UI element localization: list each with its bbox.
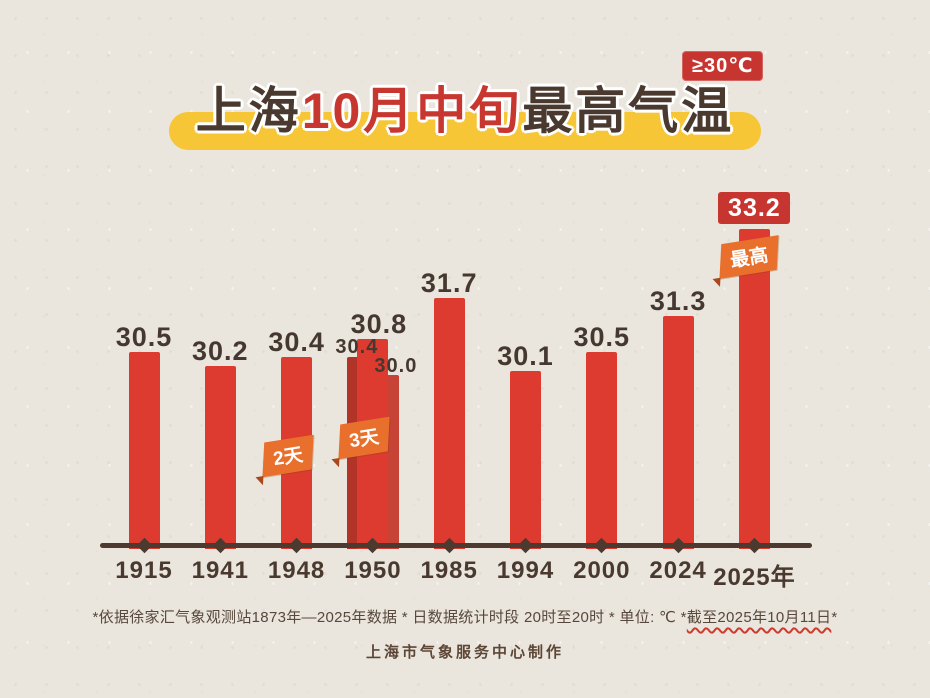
bar-1985 [433, 297, 465, 549]
credit-line: 上海市气象服务中心制作 [365, 644, 564, 661]
bar-value-label-1941: 30.2 [192, 336, 249, 367]
footnote: *依据徐家汇气象观测站1873年—2025年数据 * 日数据统计时段 20时至2… [0, 606, 930, 627]
footnote-asterisk: * [831, 609, 838, 626]
title-highlight-text: 10月中旬 [301, 83, 523, 139]
year-label-1941: 1941 [191, 557, 249, 584]
bar-sub-value-label: 30.0 [374, 355, 418, 378]
year-label-1985: 1985 [420, 557, 478, 584]
threshold-badge: ≥30℃ [682, 51, 764, 81]
year-label-1950: 1950 [344, 557, 402, 584]
bar-value-label-1948: 30.4 [268, 327, 325, 358]
footnote-separator: * [604, 609, 620, 626]
title-highlight-bar [169, 112, 761, 150]
bar-sub-value-label: 30.4 [335, 336, 379, 359]
title-suffix: 最高气温 [522, 83, 735, 139]
page-title: 上海10月中旬最高气温 [0, 78, 930, 158]
year-label-1915: 1915 [115, 557, 173, 584]
footnote-unit: 单位: ℃ [619, 609, 677, 626]
bar-2000 [586, 352, 618, 549]
x-axis-line [100, 543, 812, 548]
footnote-source: *依据徐家汇气象观测站1873年—2025年数据 [92, 609, 398, 626]
title-text: 上海10月中旬最高气温 [0, 78, 930, 144]
year-label-2000: 2000 [573, 557, 631, 584]
year-label-1948: 1948 [267, 557, 326, 584]
year-label-2024: 2024 [649, 557, 707, 584]
bar-value-label-2024: 31.3 [649, 285, 707, 316]
bar-tag-label: 最高 [729, 245, 771, 272]
footnote-cutoff-date: 截至2025年10月11日 [686, 609, 832, 626]
bar-value-label-1915: 30.5 [115, 322, 173, 353]
bar-value-label-2000: 30.5 [573, 322, 631, 353]
bar-1994 [510, 370, 541, 549]
bar-1915 [128, 352, 160, 549]
footnote-period: 日数据统计时段 20时至20时 [412, 609, 605, 626]
year-label-2025年: 2025年 [713, 564, 796, 591]
title-prefix: 上海 [195, 83, 302, 139]
year-label-1994: 1994 [496, 557, 555, 584]
bar-value-badge-2025年: 33.2 [718, 192, 791, 225]
bar-2025年 [738, 229, 770, 549]
bar-2024 [662, 315, 694, 549]
footnote-separator: * [397, 609, 413, 626]
bar-value-label-1994: 30.1 [497, 340, 554, 371]
footnote-separator: * [676, 609, 687, 626]
bar-tag-label: 3天 [347, 426, 381, 452]
bar-value-label-1985: 31.7 [420, 267, 478, 298]
bar-value-label-1950: 30.8 [350, 308, 408, 339]
bar-tag-label: 2天 [271, 444, 304, 471]
bar-1941 [204, 366, 236, 549]
bar-tag-2025年: 最高 [719, 235, 779, 279]
